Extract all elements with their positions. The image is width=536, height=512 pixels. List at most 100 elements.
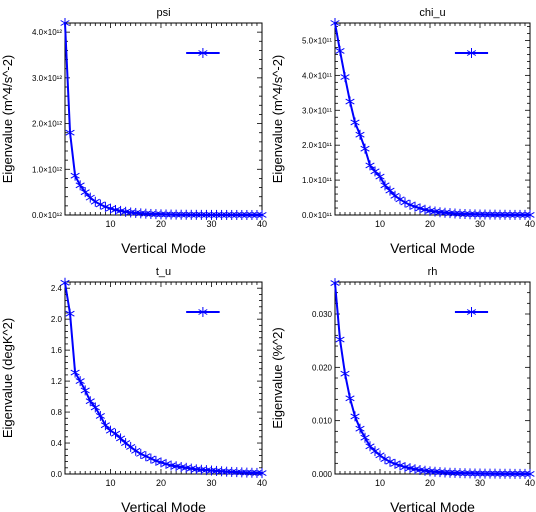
data-point (161, 458, 171, 469)
x-tick-label: 40 (257, 219, 267, 229)
y-tick-label: 5.0×10¹¹ (302, 36, 332, 45)
data-point (410, 201, 420, 212)
y-tick-label: 0.000 (312, 470, 333, 479)
data-point (390, 190, 400, 201)
data-point (330, 278, 340, 289)
x-tick-label: 30 (475, 478, 485, 488)
legend-marker (466, 48, 477, 58)
data-point (110, 428, 121, 439)
data-point (350, 117, 360, 128)
legend-marker (198, 48, 208, 58)
data-point (420, 204, 430, 215)
data-point (95, 410, 105, 421)
data-point (375, 450, 385, 461)
data-point (390, 458, 400, 469)
x-tick-label: 30 (206, 219, 216, 229)
data-point (60, 18, 70, 28)
x-axis-label: Vertical Mode (121, 240, 206, 256)
y-axis-label: Eigenvalue (%^2) (270, 327, 285, 429)
y-tick-label: 1.6 (51, 346, 63, 355)
data-point (345, 96, 355, 107)
data-point (395, 460, 405, 471)
legend-marker (198, 307, 208, 317)
y-axis-label: Eigenvalue (m^4/s^-2) (0, 55, 15, 184)
y-tick-label: 0.0×10¹² (32, 211, 62, 220)
data-point (355, 129, 365, 140)
data-point (365, 160, 375, 171)
data-point (115, 433, 126, 444)
y-tick-label: 0.0×10¹¹ (302, 211, 332, 220)
data-point (330, 18, 340, 28)
x-tick-label: 30 (206, 478, 216, 488)
x-axis-label: Vertical Mode (121, 499, 206, 512)
legend (186, 48, 220, 58)
x-tick-label: 20 (156, 219, 166, 229)
data-point (340, 72, 350, 83)
data-point (257, 209, 267, 220)
data-point (85, 396, 95, 407)
data-point (360, 432, 370, 443)
y-tick-label: 2.0×10¹¹ (302, 141, 332, 150)
data-point (340, 368, 350, 379)
chart-title: rh (428, 266, 438, 278)
series-line (334, 22, 531, 216)
data-point (345, 393, 355, 404)
data-point (525, 209, 535, 220)
x-tick-label: 30 (475, 219, 485, 229)
x-tick-label: 40 (525, 478, 535, 488)
data-point (80, 385, 90, 396)
chart-panel-rh: rh Vertical Mode Eigenvalue (%^2) 10 20 30 40 0… (270, 266, 535, 512)
data-point (365, 441, 375, 452)
data-point (105, 203, 116, 214)
data-point (70, 367, 80, 378)
data-point (395, 194, 405, 205)
data-point (375, 171, 385, 182)
x-tick-label: 10 (105, 478, 115, 488)
y-tick-label: 0.0 (51, 470, 63, 479)
data-point (370, 166, 380, 177)
x-tick-label: 10 (105, 219, 115, 229)
data-point (385, 456, 395, 467)
legend-marker (466, 307, 477, 317)
chart-title: psi (156, 7, 170, 19)
data-point (90, 402, 100, 413)
y-axis-label: Eigenvalue (m^4/s^-2) (270, 55, 285, 184)
data-point (100, 201, 110, 212)
data-point (335, 45, 345, 56)
chart-panel-chi-u: chi_u Vertical Mode Eigenvalue (m^4/s^-2) 1… (270, 7, 535, 256)
data-point (95, 199, 105, 210)
data-point (146, 453, 156, 464)
x-axis-label: Vertical Mode (390, 240, 475, 256)
data-point (80, 187, 90, 198)
y-tick-label: 3.0×10¹² (32, 74, 62, 83)
data-point (151, 455, 161, 466)
y-tick-label: 1.0×10¹¹ (302, 176, 332, 185)
data-point (385, 185, 395, 196)
data-point (141, 451, 151, 462)
legend (186, 307, 220, 317)
data-point (405, 463, 415, 474)
chart-panel-psi: psi Vertical Mode Eigenvalue (m^4/s^-2) 10 2… (0, 7, 267, 256)
data-point (121, 438, 131, 449)
chart-title: t_u (156, 266, 171, 278)
y-tick-label: 3.0×10¹¹ (302, 106, 332, 115)
data-point (75, 376, 85, 387)
y-tick-label: 1.2 (51, 377, 63, 386)
data-point (335, 334, 345, 345)
data-point (257, 468, 267, 479)
plot-frame (334, 281, 531, 475)
legend (454, 48, 489, 58)
data-point (156, 457, 166, 468)
legend (454, 307, 489, 317)
y-tick-label: 2.0 (51, 315, 63, 324)
series-line (334, 282, 531, 475)
data-point (65, 308, 75, 319)
data-point (126, 441, 136, 452)
data-point (405, 199, 415, 210)
x-tick-label: 20 (425, 219, 435, 229)
y-tick-label: 0.030 (312, 310, 333, 319)
series-line (64, 282, 263, 475)
chart-title: chi_u (419, 7, 445, 19)
data-point (400, 462, 410, 473)
